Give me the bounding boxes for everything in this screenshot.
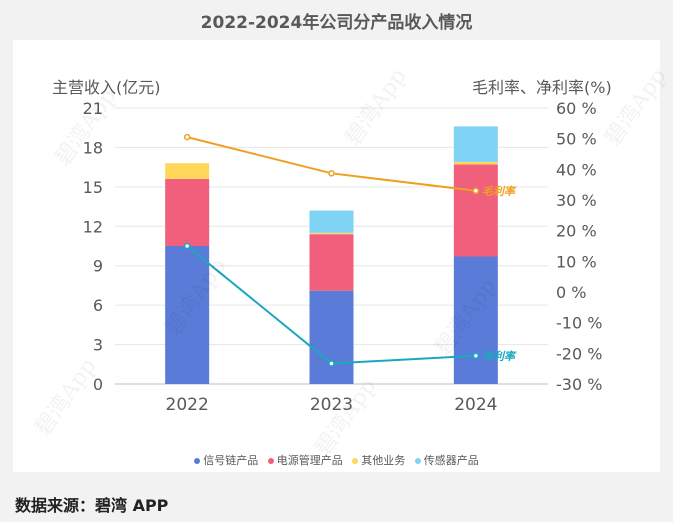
data-source: 数据来源：碧湾 APP xyxy=(15,496,169,515)
y2-tick-label: 0 % xyxy=(556,283,586,302)
y2-tick-label: 40 % xyxy=(556,160,597,179)
line-point xyxy=(472,352,480,360)
legend: 信号链产品 电源管理产品 其他业务 传感器产品 xyxy=(0,452,673,468)
y2-tick-label: -20 % xyxy=(556,344,602,363)
bar-segment xyxy=(453,164,498,257)
bar-segment xyxy=(165,246,210,384)
bar-segment xyxy=(453,126,498,162)
x-tick-label: 2022 xyxy=(166,395,209,415)
y2-tick-label: -30 % xyxy=(556,375,602,394)
bar-segment xyxy=(309,234,354,291)
y-tick-label: 18 xyxy=(83,138,103,157)
line-point xyxy=(183,133,191,141)
y2-tick-label: 50 % xyxy=(556,130,597,149)
line-point xyxy=(328,170,335,177)
line-label: 毛利率 xyxy=(482,185,517,198)
legend-label: 其他业务 xyxy=(361,454,406,467)
y-tick-label: 12 xyxy=(83,217,103,236)
y2-tick-label: -10 % xyxy=(556,314,602,333)
y-tick-label: 15 xyxy=(83,178,103,197)
y2-tick-label: 10 % xyxy=(556,252,597,271)
y2-tick-label: 30 % xyxy=(556,191,597,210)
legend-label: 信号链产品 xyxy=(203,454,259,467)
legend-swatch-icon xyxy=(267,458,274,464)
chart-title: 2022-2024年公司分产品收入情况 xyxy=(200,13,473,33)
legend-item: 信号链产品 xyxy=(194,452,258,468)
bar-segment xyxy=(309,232,354,235)
series-line xyxy=(186,136,476,192)
bar-segment xyxy=(453,161,498,165)
y-axis-title: 主营收入(亿元) xyxy=(52,78,161,97)
legend-swatch-icon xyxy=(414,458,421,464)
legend-label: 传感器产品 xyxy=(423,454,479,467)
line-point xyxy=(472,187,480,195)
legend-swatch-icon xyxy=(194,458,201,464)
y-tick-label: 21 xyxy=(83,99,103,118)
legend-item: 电源管理产品 xyxy=(267,452,343,468)
y-tick-label: 3 xyxy=(93,336,103,355)
y2-tick-label: 20 % xyxy=(556,222,597,241)
y-tick-label: 0 xyxy=(93,375,103,394)
line-label: 净利率 xyxy=(482,350,517,363)
legend-item: 其他业务 xyxy=(352,452,405,468)
y-tick-label: 6 xyxy=(93,296,103,315)
x-tick-label: 2024 xyxy=(454,395,497,415)
legend-swatch-icon xyxy=(352,458,359,464)
bar-segment xyxy=(165,163,210,179)
bar-segment xyxy=(453,256,498,384)
line-point xyxy=(183,242,191,250)
y2-axis-title: 毛利率、净利率(%) xyxy=(472,78,612,97)
y2-tick-label: 60 % xyxy=(556,99,597,118)
bar-segment xyxy=(165,178,210,246)
y-tick-label: 9 xyxy=(93,257,103,276)
line-point xyxy=(328,360,335,367)
legend-label: 电源管理产品 xyxy=(276,454,343,467)
bar-segment xyxy=(309,290,354,384)
bar-segment xyxy=(309,210,354,233)
x-tick-label: 2023 xyxy=(310,395,353,415)
legend-item: 传感器产品 xyxy=(414,452,479,468)
